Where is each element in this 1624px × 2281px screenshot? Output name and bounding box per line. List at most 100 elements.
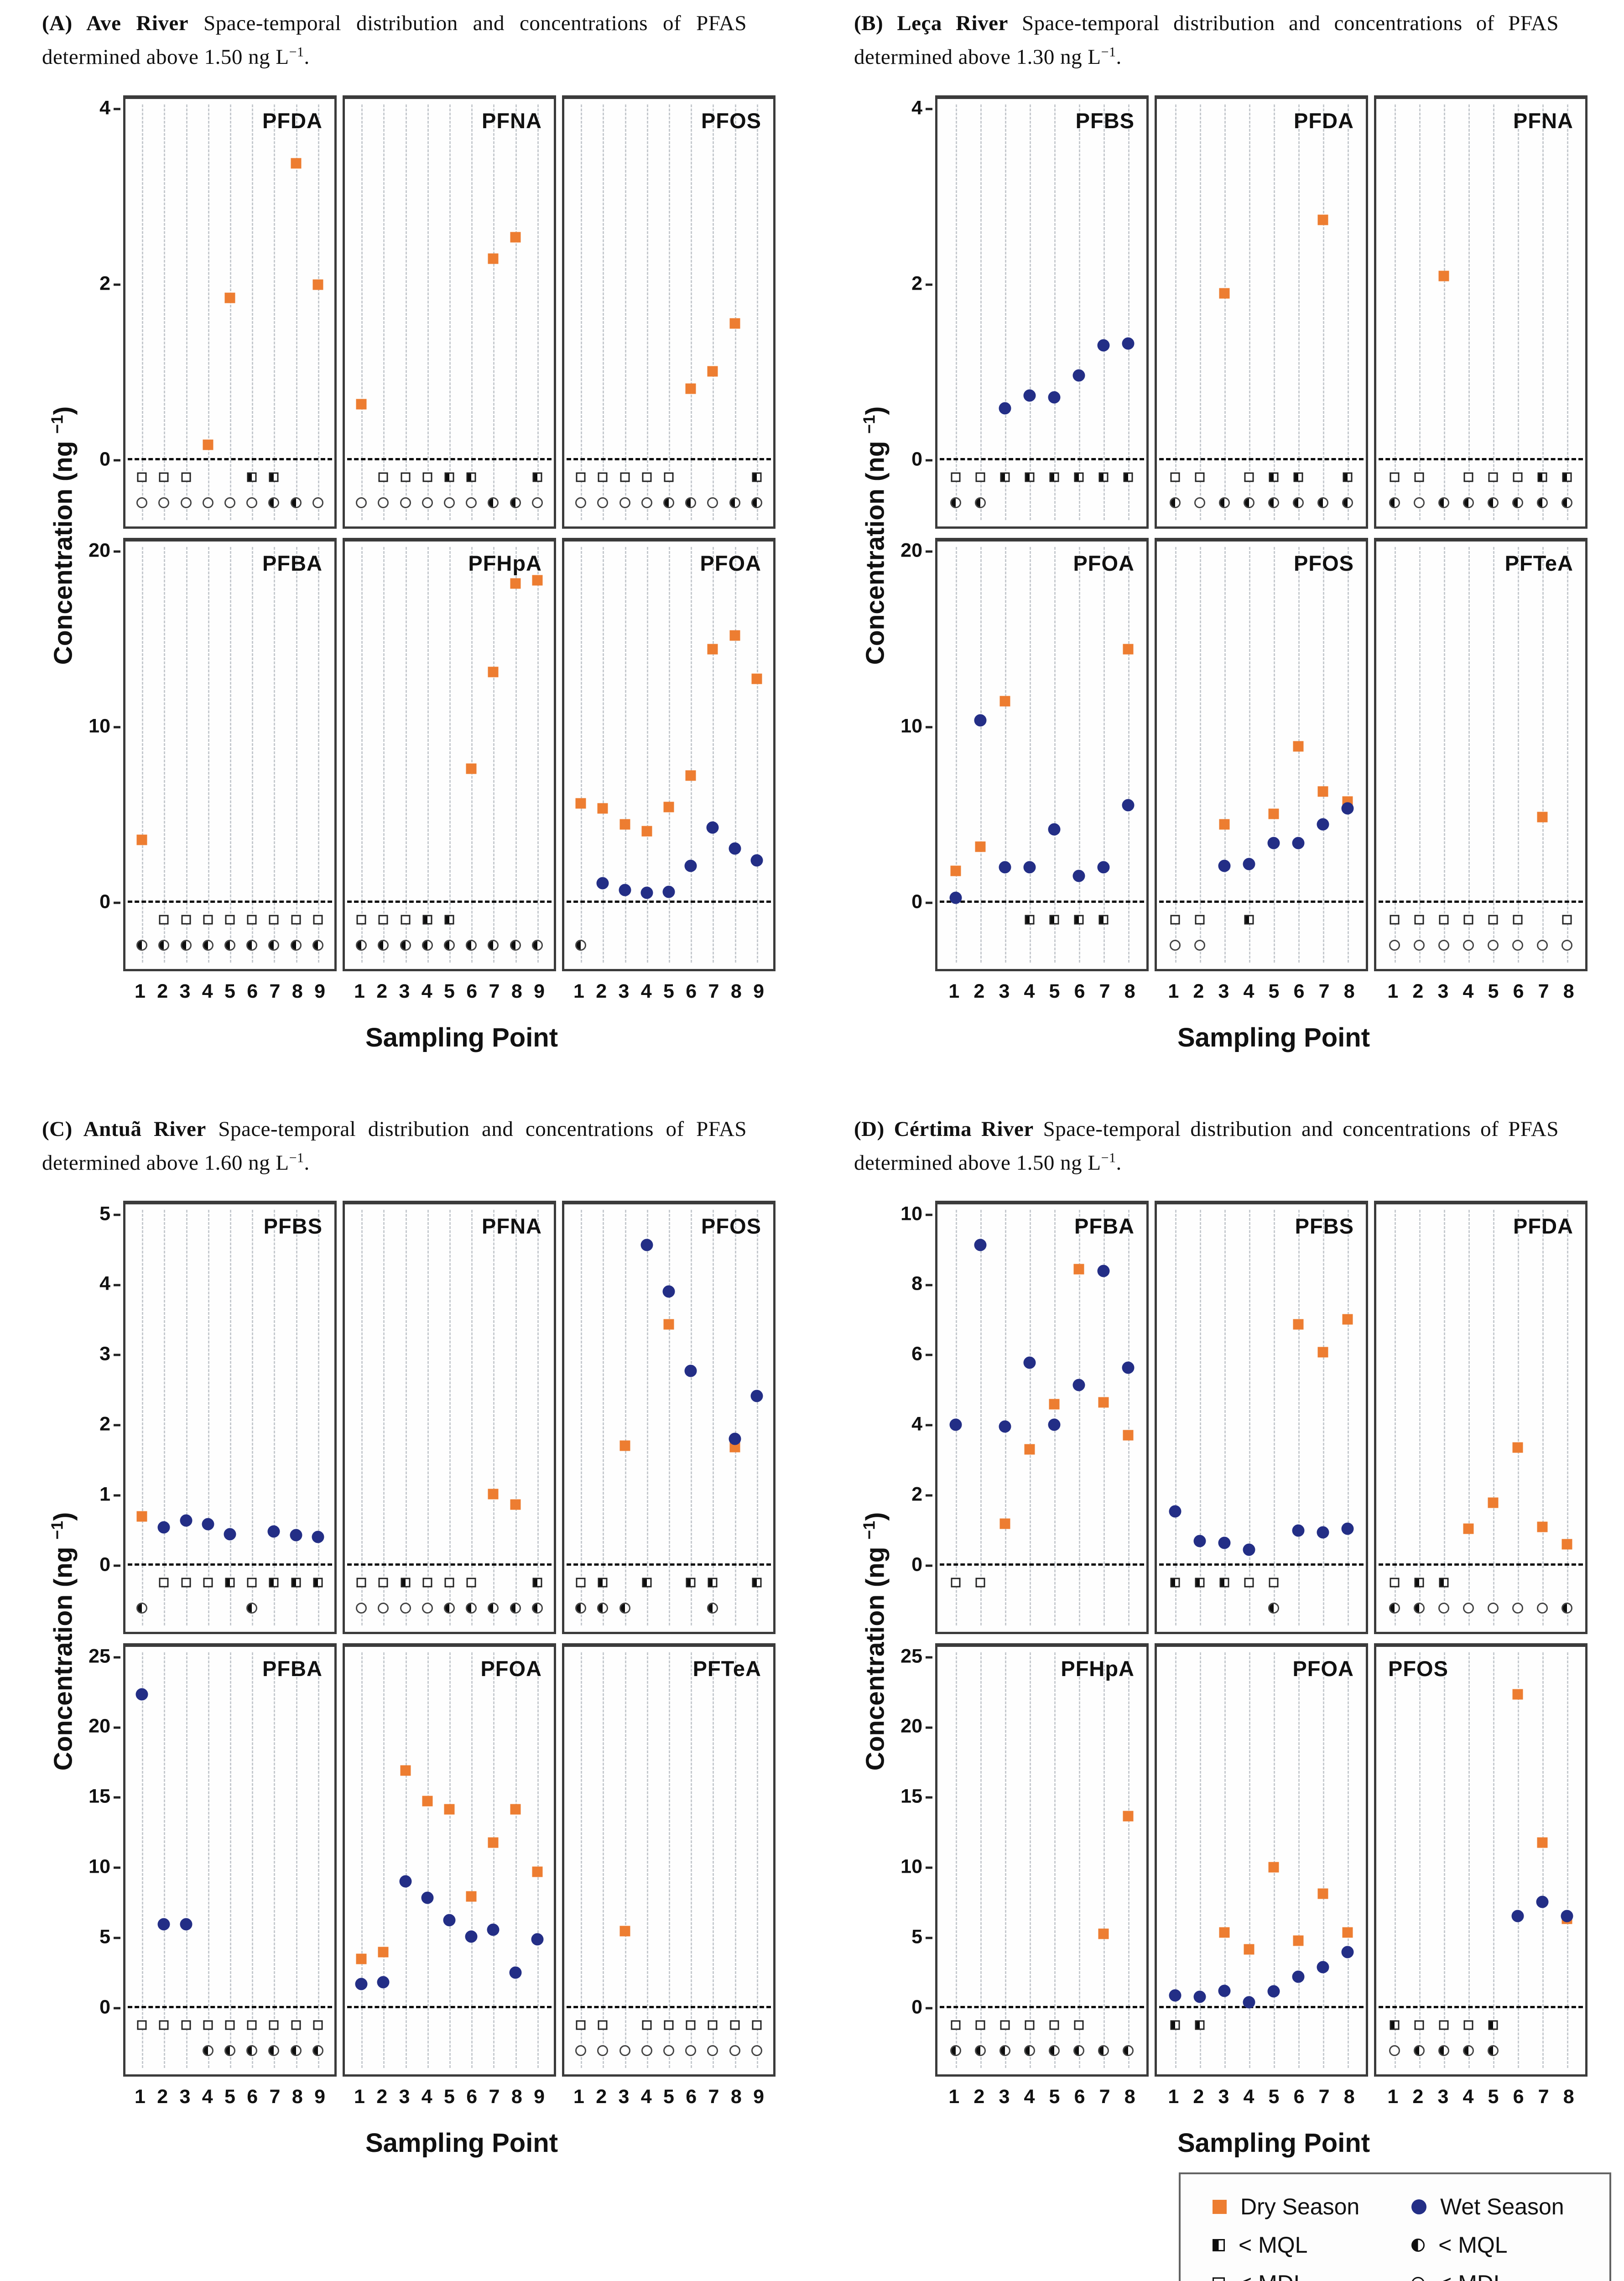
dry-season-point: [1537, 1837, 1548, 1848]
mql-circle-marker: [1292, 497, 1304, 508]
gridline: [1542, 1210, 1544, 1625]
dry-season-point: [224, 292, 235, 303]
dry-season-point: [1438, 271, 1449, 281]
mql-square-marker: [1098, 472, 1109, 482]
wet-season-point: [377, 1976, 390, 1989]
mdl-square-marker: [1269, 1578, 1279, 1588]
gridline: [956, 1210, 958, 1625]
dry-season-point: [663, 802, 674, 812]
x-tick-label: 6: [466, 980, 478, 1002]
mdl-square-marker: [313, 915, 323, 925]
mdl-circle-marker: [1438, 939, 1450, 951]
plot-area: Concentration (ng −1) 0 2 4 PFBS PFDA PFNA 0 10…: [854, 95, 1612, 1053]
gridline: [1005, 1652, 1007, 2068]
gridline: [274, 1652, 276, 2068]
wet-season-point: [750, 1390, 763, 1402]
x-tick-label: 3: [1218, 980, 1229, 1002]
legend-item: < MQL: [1213, 2232, 1411, 2258]
wet-season-point: [1218, 1984, 1231, 1997]
gridline: [142, 1652, 144, 2068]
wet-season-point: [1097, 861, 1110, 874]
plot-row: 0 2 4 PFDA PFNA PFOS: [84, 95, 800, 529]
mdl-square-marker: [1390, 915, 1400, 925]
mdl-circle-marker: [707, 497, 718, 508]
gridline: [691, 547, 692, 963]
mdl-square-marker: [313, 2020, 323, 2030]
subplot-pfna: PFNA: [343, 1201, 556, 1634]
gridline: [1517, 1652, 1519, 2068]
compound-label: PFOS: [701, 1214, 761, 1238]
gridline: [493, 104, 495, 520]
mql-square-marker: [269, 1578, 279, 1588]
mql-square-marker: [1098, 915, 1109, 925]
wet-season-point: [1511, 1910, 1524, 1922]
mql-circle-marker: [268, 939, 280, 951]
mql-square-marker: [291, 1578, 301, 1588]
zero-line: [1378, 2006, 1583, 2009]
gridline: [383, 1652, 385, 2068]
mdl-square-marker: [291, 2020, 301, 2030]
gridline: [646, 104, 648, 520]
dry-season-point: [400, 1765, 411, 1776]
x-tick-label: 3: [999, 980, 1010, 1002]
dry-season-point: [1219, 1927, 1230, 1938]
dry-season-point: [422, 1796, 433, 1807]
x-tick-label: 5: [1488, 980, 1499, 1002]
gridline: [537, 1652, 539, 2068]
gridline: [515, 1652, 517, 2068]
gridline: [1200, 104, 1202, 520]
wet-season-point: [1072, 369, 1085, 382]
gridline: [1030, 104, 1031, 520]
wet-season-point: [399, 1875, 412, 1888]
wet-season-point: [640, 886, 653, 899]
mdl-circle-marker: [180, 497, 192, 508]
x-tick-label: 7: [1538, 980, 1549, 1002]
dry-season-point: [707, 366, 718, 377]
subplot-pfoa: PFOA: [935, 537, 1149, 971]
x-axis-title: Sampling Point: [1177, 2128, 1370, 2158]
dry-season-point: [312, 279, 323, 290]
gridline: [383, 547, 385, 963]
panel-title-threshold: 1.50 ng L: [204, 45, 289, 69]
mql-circle-marker: [1463, 2045, 1474, 2057]
x-tick-label: 3: [399, 980, 410, 1002]
gridline: [625, 104, 626, 520]
y-axis-ticks: 0 10 20: [84, 538, 123, 971]
mql-circle-marker: [510, 497, 521, 508]
mdl-circle-marker: [1512, 939, 1523, 951]
zero-line: [1378, 1563, 1583, 1566]
gridline: [1517, 104, 1519, 520]
superscript: −1: [289, 44, 304, 60]
x-tick-label: 5: [1268, 980, 1280, 1002]
gridline: [581, 547, 583, 963]
y-axis-ticks: 0 2 4 6 8 10: [896, 1201, 935, 1634]
gridline: [1298, 104, 1300, 520]
mdl-square-marker: [1244, 472, 1254, 482]
gridline: [1078, 547, 1080, 963]
mdl-square-marker: [1025, 2020, 1035, 2030]
gridline: [691, 1210, 692, 1625]
zero-line: [1159, 900, 1364, 903]
x-tick-label: 7: [1099, 980, 1110, 1002]
mdl-square-marker: [378, 472, 388, 482]
compound-label: PFBS: [263, 1214, 323, 1238]
wet-season-point: [202, 1518, 214, 1531]
gridline: [1273, 1652, 1275, 2068]
zero-line: [1159, 458, 1364, 460]
gridline: [208, 104, 209, 520]
compound-label: PFTeA: [692, 1656, 761, 1681]
mql-circle-marker: [488, 1603, 499, 1614]
gridline: [537, 104, 539, 520]
gridline: [1175, 547, 1177, 963]
mql-circle-marker: [950, 2045, 962, 2057]
x-tick-label: 4: [421, 2086, 432, 2108]
gridline: [1054, 104, 1056, 520]
mdl-circle-marker: [400, 497, 411, 508]
mql-circle-marker: [999, 2045, 1011, 2057]
mql-circle-marker: [400, 939, 411, 951]
legend-item: < MDL: [1213, 2270, 1411, 2281]
mql-circle-marker: [975, 2045, 986, 2057]
gridline: [1030, 547, 1031, 963]
gridline: [1054, 547, 1056, 963]
